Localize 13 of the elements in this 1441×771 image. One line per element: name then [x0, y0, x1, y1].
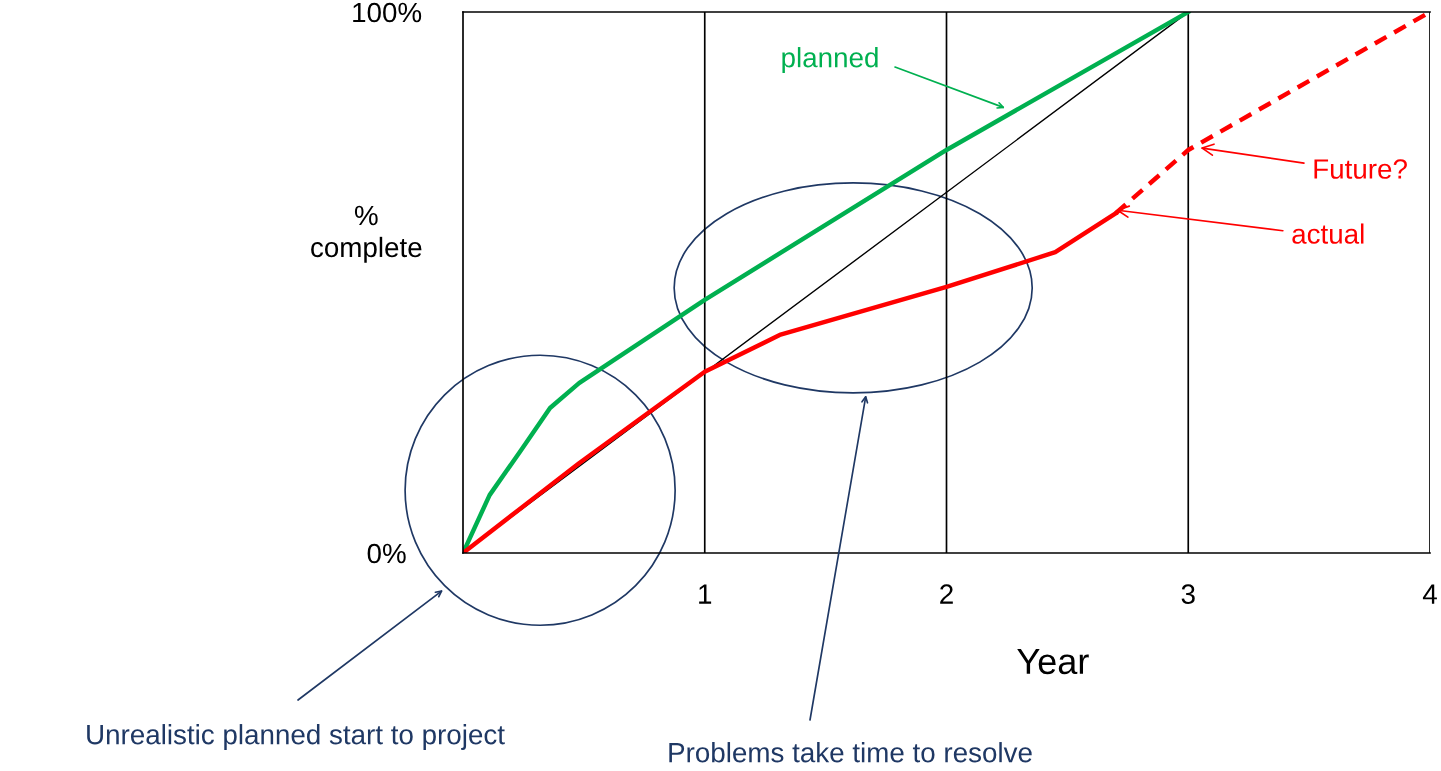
x-tick-label: 1 — [699, 584, 712, 604]
x-axis-title: Year — [1017, 649, 1089, 675]
x-tick-label: 2 — [940, 584, 953, 604]
x-tick-label: 3 — [1181, 584, 1195, 604]
text: Unrealistic planned start to project — [87, 724, 505, 750]
y-tick-label: 100% — [353, 2, 422, 23]
x-tick-label: 4 — [1422, 584, 1437, 604]
y-axis-title: % complete — [311, 205, 422, 263]
annotation: actual — [1292, 223, 1364, 244]
annotation: Future? — [1314, 159, 1407, 179]
y-tick-label: 0% — [367, 543, 406, 564]
text: Problems take time to resolve — [669, 742, 1032, 763]
annotation: planned — [782, 47, 878, 73]
